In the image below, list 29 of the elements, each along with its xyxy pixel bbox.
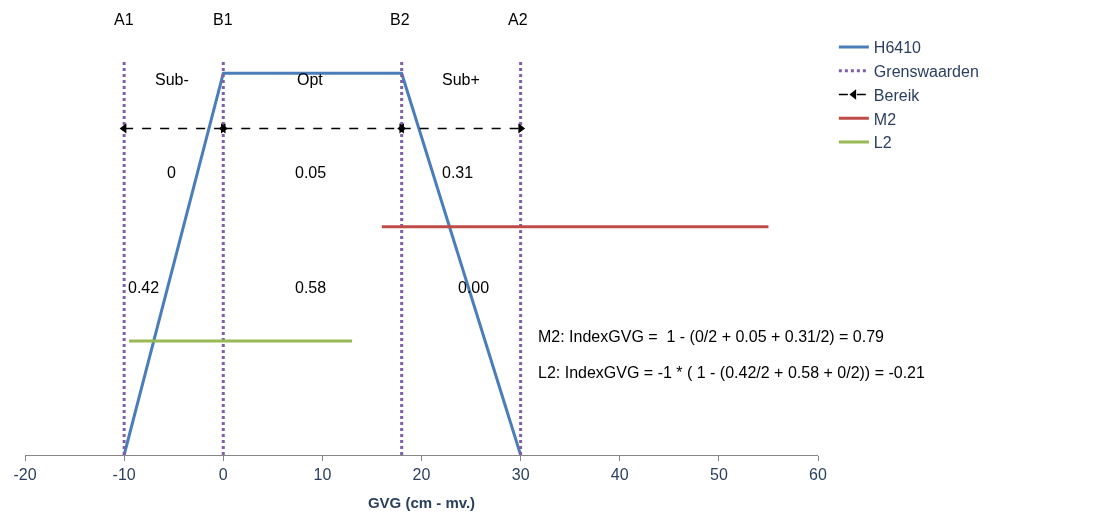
x-tick-label: 40 [610,466,629,484]
x-tick-label: 10 [313,466,332,484]
legend-label: M2 [873,110,897,128]
x-tick-label: 50 [709,466,728,484]
x-tick-label: 60 [809,466,827,484]
annotation: 0.31 [442,164,474,181]
annotation: 0.42 [128,279,160,296]
legend-label: Grenswaarden [873,62,979,80]
x-axis-title: GVG (cm - mv.) [367,494,476,512]
x-tick-label: 0 [218,466,228,484]
x-tick-label: 30 [511,466,530,484]
annotation: 0.58 [295,279,327,296]
legend-label: H6410 [873,39,922,57]
annotation: M2: IndexGVG = 1 - (0/2 + 0.05 + 0.31/2) = 0.79 [538,328,885,345]
annotation: Sub- [155,71,189,88]
text: B2 [390,11,410,28]
annotation: L2: IndexGVG = -1 * ( 1 - (0.42/2 + 0.58 + 0/2)) = -0.21 [538,364,925,381]
text: B1 [213,11,233,28]
x-tick-label: -10 [112,466,136,484]
text: A2 [508,11,528,28]
legend-label: L2 [873,134,892,152]
annotation: 0.05 [295,164,327,181]
x-tick-label: 20 [412,466,431,484]
annotation: Sub+ [442,71,480,88]
text: A1 [114,11,134,28]
x-tick-label: -20 [13,466,37,484]
annotation: 0 [167,164,176,181]
legend-label: Bereik [873,86,921,104]
annotation: Opt [297,71,324,88]
